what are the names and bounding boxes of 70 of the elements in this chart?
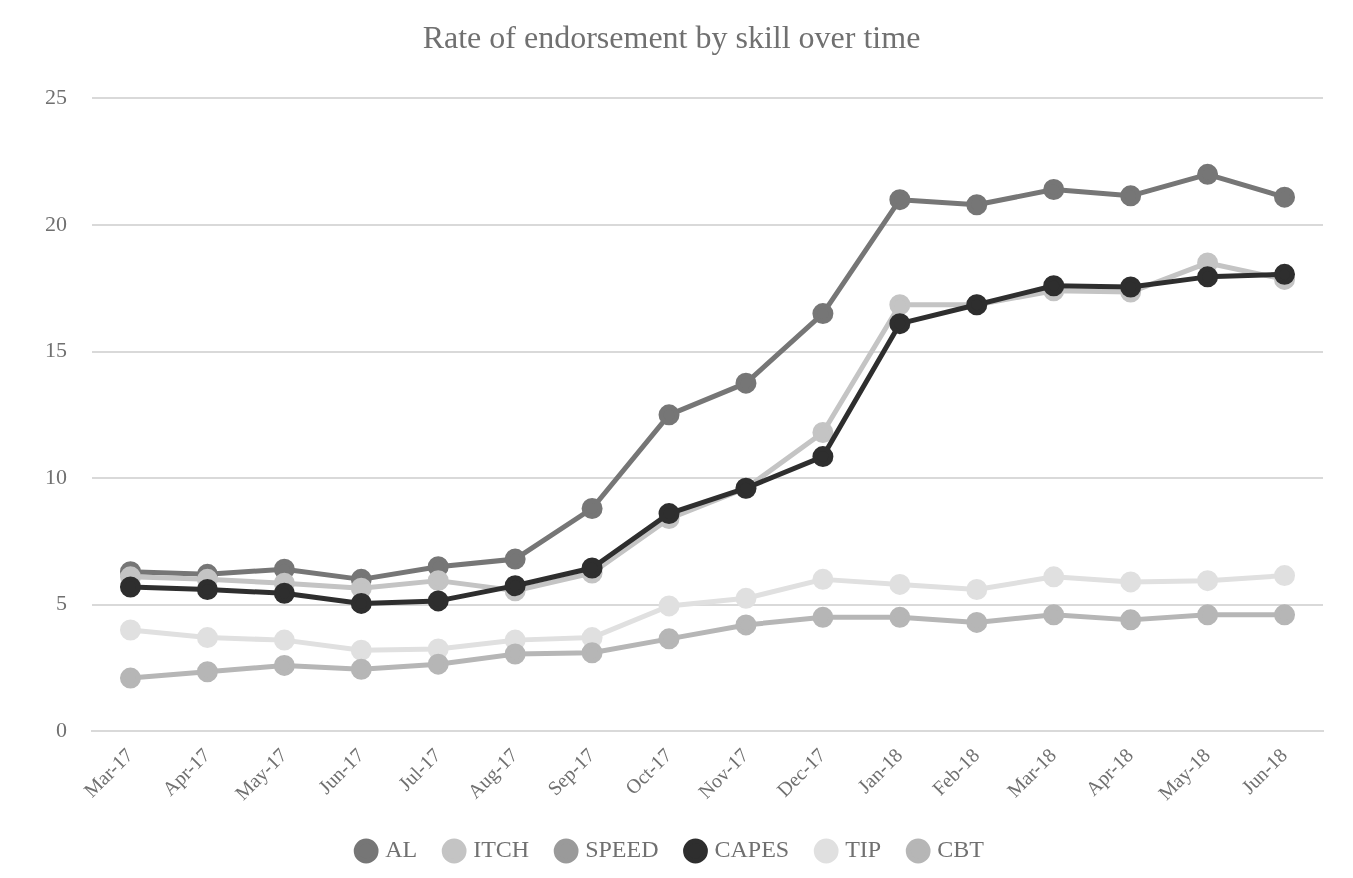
point [1043, 179, 1065, 201]
point [273, 582, 295, 604]
point [889, 573, 911, 595]
point [1120, 185, 1142, 207]
legend-label: TIP [845, 836, 882, 863]
point [1043, 566, 1065, 588]
point [119, 667, 141, 689]
legend-label: CAPES [714, 836, 790, 863]
point [1274, 604, 1296, 626]
point [966, 194, 988, 216]
point [1197, 163, 1219, 185]
point [1043, 604, 1065, 626]
point [889, 294, 911, 316]
point [196, 661, 218, 683]
point [812, 568, 834, 590]
point [658, 503, 680, 525]
point [427, 570, 449, 592]
point [196, 579, 218, 600]
point [273, 629, 295, 651]
point [812, 303, 834, 325]
point [812, 422, 834, 444]
point [1120, 276, 1142, 298]
point [1197, 570, 1219, 592]
point [350, 658, 372, 680]
point [658, 595, 680, 617]
point [427, 590, 449, 612]
point [119, 576, 141, 598]
legend-label: AL [385, 836, 418, 863]
point [350, 639, 372, 661]
point [504, 548, 526, 570]
point [1197, 266, 1219, 288]
y-tick-label: 15 [45, 337, 67, 363]
y-tick-label: 20 [45, 210, 67, 236]
point [1043, 275, 1065, 297]
point [812, 606, 834, 628]
point [889, 313, 911, 335]
legend-label: SPEED [585, 836, 659, 863]
point [1197, 604, 1219, 626]
point [966, 611, 988, 633]
point [966, 579, 988, 600]
y-tick-label: 25 [45, 84, 67, 110]
point [504, 643, 526, 665]
point [735, 614, 757, 636]
y-tick-label: 10 [45, 463, 67, 489]
point [119, 619, 141, 641]
point [1274, 263, 1296, 285]
point [735, 587, 757, 609]
point [504, 575, 526, 597]
point [581, 557, 603, 579]
y-tick-label: 0 [56, 717, 67, 743]
point [1120, 609, 1142, 631]
point [889, 189, 911, 211]
point [1274, 186, 1296, 208]
chart-title: Rate of endorsement by skill over time [422, 18, 921, 55]
point [1120, 571, 1142, 593]
point [350, 592, 372, 614]
point [581, 497, 603, 519]
point [812, 446, 834, 468]
point [735, 372, 757, 394]
point [427, 653, 449, 675]
point [581, 642, 603, 664]
legend-label: ITCH [473, 836, 530, 863]
y-tick-label: 5 [56, 590, 67, 616]
point [658, 628, 680, 650]
point [658, 404, 680, 426]
point [889, 606, 911, 628]
point [196, 627, 218, 649]
legend-label: CBT [937, 836, 985, 863]
point [1274, 565, 1296, 587]
point [273, 654, 295, 676]
